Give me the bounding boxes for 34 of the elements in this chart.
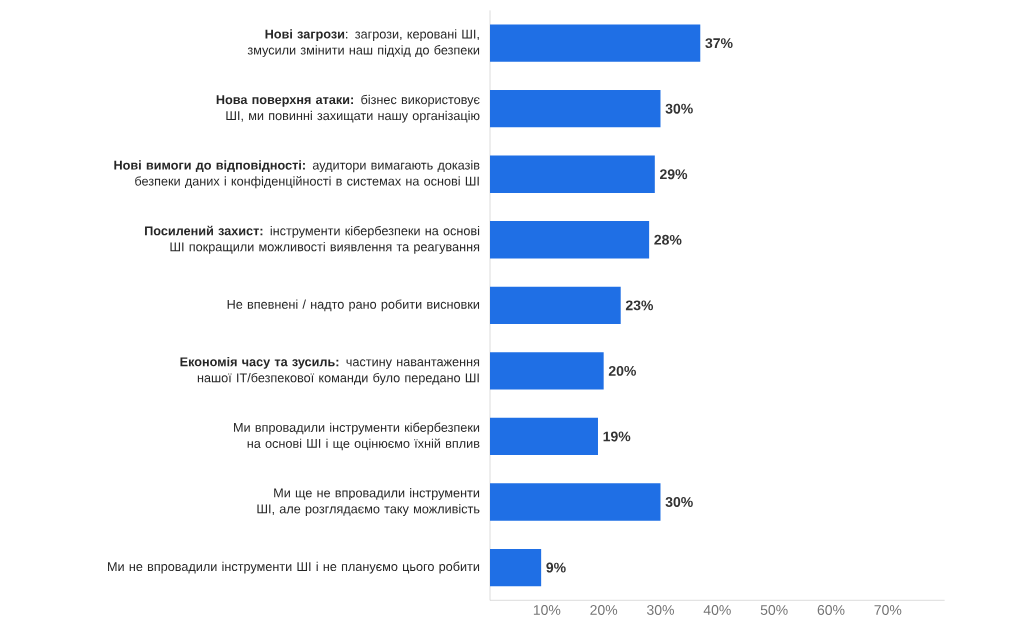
data-label: 23% bbox=[625, 300, 654, 311]
bar bbox=[490, 483, 661, 521]
data-label: 37% bbox=[705, 38, 733, 49]
bar bbox=[490, 221, 650, 259]
x-tick-label: 70% bbox=[874, 605, 902, 615]
data-label: 30% bbox=[665, 497, 693, 507]
bar bbox=[490, 548, 542, 587]
data-label: 28% bbox=[654, 234, 682, 245]
data-label: 9% bbox=[546, 562, 566, 573]
x-tick-label: 30% bbox=[647, 605, 674, 615]
y-tick-label: Посилений захист: інструменти кібербезпеки на основі ШІ покращили можливості виявлення та реагування bbox=[145, 225, 480, 254]
y-tick-label: Ми ще не впровадили інструменти ШІ, але розглядаємо таку можливість bbox=[257, 488, 480, 516]
bar bbox=[490, 352, 604, 390]
bar bbox=[490, 90, 661, 128]
bar bbox=[490, 155, 655, 193]
bar bbox=[490, 286, 621, 325]
x-tick-label: 50% bbox=[760, 605, 788, 615]
data-label: 19% bbox=[603, 431, 631, 442]
data-label: 20% bbox=[608, 365, 637, 376]
y-tick-label: Ми не впровадили інструменти ШІ і не плануємо цього робити bbox=[108, 561, 480, 574]
x-tick-label: 20% bbox=[590, 605, 618, 615]
y-tick-label: Економія часу та зусиль: частину навантаження нашої IT/безпекової команди було передано ШІ bbox=[180, 356, 480, 385]
y-tick-label: Нові вимоги до відповідності: аудитори вимагають доказів безпеки даних і конфіденційності в системах на основі ШІ bbox=[114, 160, 480, 189]
y-tick-label: Нові загрози: загрози, керовані ШІ, змусили змінити наш підхід до безпеки bbox=[247, 29, 480, 58]
y-tick-label: Нова поверхня атаки: бізнес використовує ШІ, ми повинні захищати нашу організацію bbox=[216, 94, 480, 123]
x-tick-label: 10% bbox=[533, 605, 561, 615]
y-tick-label: Ми впровадили інструменти кібербезпеки на основі ШІ і ще оцінюємо їхній вплив bbox=[234, 422, 480, 451]
x-tick-label: 40% bbox=[703, 605, 731, 615]
data-label: 30% bbox=[665, 103, 693, 114]
bar bbox=[490, 24, 701, 62]
bar bbox=[490, 417, 598, 456]
data-label: 29% bbox=[660, 169, 688, 180]
y-tick-label: Не впевнені / надто рано робити висновки bbox=[227, 299, 480, 312]
x-tick-label: 60% bbox=[817, 605, 845, 615]
